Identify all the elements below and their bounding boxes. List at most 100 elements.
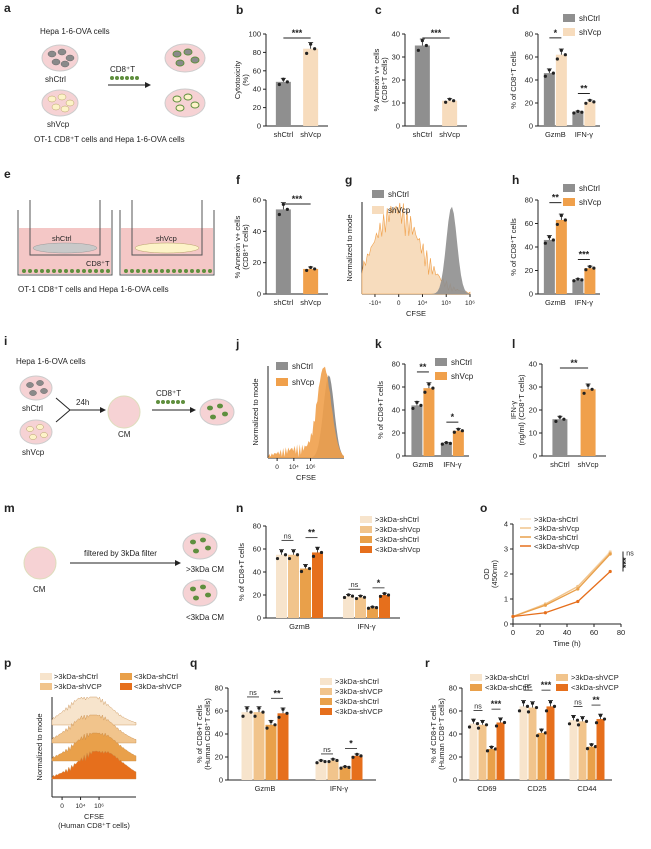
- o-legend-label: >3kDa-shVcp: [534, 524, 579, 533]
- k-y-label: % of CD8+T cells: [376, 381, 385, 439]
- h-data-point: [547, 235, 551, 239]
- k-data-point: [456, 427, 460, 431]
- d-y-tick-label: 20: [525, 99, 533, 108]
- n-y-tick-label: 0: [257, 614, 261, 623]
- o-y-tick-label: 4: [504, 520, 508, 529]
- p-hist-<3kDa-shCtrl: [51, 732, 137, 762]
- f-x-tick-label: shCtrl: [274, 298, 294, 307]
- d-bar-shVcp-GzmB: [555, 54, 567, 127]
- q-data-point: [339, 766, 343, 770]
- n-data-point: [382, 592, 387, 596]
- chart-p: CFSE(Human CD8⁺T cells) Normalized to mod…: [35, 672, 182, 830]
- r-legend-swatch: [556, 684, 568, 691]
- chart-k: 0 20 40 60 80 % of CD8+T cells GzmB ** IFN-γ * shC…: [376, 358, 474, 469]
- r-data-point: [593, 745, 598, 749]
- b-y-tick-label: 0: [257, 122, 261, 131]
- q-y-tick-label: 20: [215, 753, 223, 762]
- p-y-label: Normalized to mode: [35, 713, 44, 780]
- l-y-tick-label: 10: [529, 429, 537, 438]
- c-y-label: % Annexin v+ cells: [372, 48, 381, 111]
- chart-g: CFSE Normalized to mode -10⁴ 0 10⁴ 10⁵ 10⁶ shCt…: [345, 190, 475, 318]
- o-point-<3kDa-shVcp: [511, 614, 515, 619]
- panel-letter-c: c: [375, 3, 382, 17]
- f-y-tick-label: 20: [253, 258, 261, 267]
- b-data-point: [285, 80, 289, 84]
- h-bar-shVcp-GzmB: [555, 219, 567, 294]
- r-sig-label: ***: [491, 699, 502, 709]
- q-data-point: [315, 761, 319, 765]
- c-y-tick-label: 40: [392, 30, 400, 39]
- r-data-point: [525, 704, 530, 709]
- d-legend-swatch: [563, 28, 575, 36]
- schematic-a-arrow-label: CD8⁺T: [110, 65, 135, 74]
- q-legend-swatch: [320, 678, 332, 685]
- r-sig-label: ns: [474, 704, 482, 711]
- r-bar->3kDa-shCtrl-CD69: [469, 723, 478, 780]
- h-sig-label: ***: [579, 249, 590, 259]
- h-y-tick-label: 60: [525, 219, 533, 228]
- q-y-label: % of CD8+T cells: [195, 705, 204, 763]
- k-y-tick-label: 80: [392, 360, 400, 369]
- c-y-tick-label: 20: [392, 76, 400, 85]
- h-data-point: [555, 222, 559, 227]
- o-x-tick-label: 40: [563, 628, 571, 637]
- n-sig-label: ns: [284, 533, 292, 540]
- n-legend-label: >3kDa-shCtrl: [375, 515, 419, 524]
- h-data-point: [559, 213, 563, 218]
- l-y-tick-label: 30: [529, 383, 537, 392]
- schematic-a-ctrl-label: shCtrl: [45, 75, 66, 84]
- d-y-label: % of CD8⁺T cells: [509, 51, 518, 109]
- r-bar-<3kDa-shCtrl-CD25: [537, 732, 546, 780]
- o-point-<3kDa-shCtrl: [576, 587, 580, 591]
- k-data-point: [444, 440, 448, 445]
- o-line-<3kDa-shCtrl: [512, 553, 611, 618]
- c-bar-shCtrl: [414, 45, 430, 126]
- n-legend-swatch: [360, 526, 372, 533]
- b-x-tick-label: shCtrl: [274, 130, 294, 139]
- c-bar-shVcp: [442, 100, 458, 126]
- o-x-tick-label: 20: [536, 628, 544, 637]
- b-y-tick-label: 60: [253, 66, 261, 75]
- k-data-point: [448, 441, 452, 445]
- k-data-point: [460, 429, 464, 433]
- n-bar->3kDa-shCtrl-IFN-γ: [343, 596, 354, 618]
- q-bar-<3kDa-shCtrl-IFN-γ: [339, 767, 351, 780]
- n-legend-swatch: [360, 546, 372, 553]
- o-sig-label: ***: [621, 557, 631, 568]
- p-hist-<3kDa-shVCP: [51, 750, 137, 780]
- r-data-point: [544, 709, 549, 713]
- l-bar-shCtrl: [552, 419, 568, 456]
- q-data-point: [245, 706, 249, 710]
- n-data-point: [311, 554, 316, 558]
- n-y-tick-label: 60: [253, 545, 261, 554]
- q-y-tick-label: 80: [215, 684, 223, 693]
- r-data-point: [480, 719, 485, 724]
- n-y-tick-label: 20: [253, 591, 261, 600]
- n-data-point: [366, 606, 371, 610]
- n-data-point: [307, 566, 312, 571]
- n-data-point: [350, 594, 355, 598]
- c-x-tick-label: shVcp: [439, 130, 460, 139]
- n-data-point: [362, 595, 367, 599]
- h-legend-label: shCtrl: [579, 184, 600, 193]
- panel-letter-p: p: [4, 656, 11, 670]
- f-sig-label: ***: [292, 194, 303, 204]
- schematic-a-vcp-label: shVcp: [47, 120, 70, 129]
- o-legend-label: >3kDa-shCtrl: [534, 515, 578, 524]
- q-data-point: [343, 764, 347, 769]
- q-sig-label: **: [273, 688, 281, 698]
- j-legend-label: shCtrl: [292, 362, 313, 371]
- schematic-e: shCtrl CD8⁺T shVcp OT-1 CD8⁺T cells and …: [17, 200, 215, 294]
- o-line-<3kDa-shVcp: [512, 571, 611, 618]
- panel-letter-o: o: [480, 501, 487, 515]
- q-y-tick-label: 60: [215, 707, 223, 716]
- n-data-point: [291, 549, 296, 553]
- k-legend-label: shVcp: [451, 372, 474, 381]
- j-legend-swatch: [276, 378, 288, 386]
- panel-letter-j: j: [235, 337, 239, 351]
- r-data-point: [571, 715, 576, 719]
- h-legend-swatch: [563, 198, 575, 206]
- g-x-tick-label: 10⁵: [441, 300, 451, 307]
- r-y-tick-label: 60: [449, 707, 457, 716]
- d-y-tick-label: 40: [525, 76, 533, 85]
